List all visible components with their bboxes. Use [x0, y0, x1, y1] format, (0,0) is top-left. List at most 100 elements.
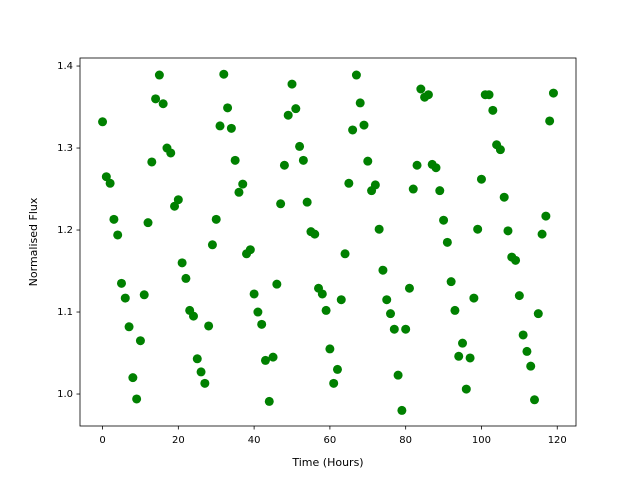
y-tick-label: 1.0 — [57, 389, 73, 400]
point — [177, 258, 187, 268]
point — [461, 384, 471, 394]
point — [207, 240, 217, 250]
point — [548, 88, 558, 98]
point — [223, 103, 233, 113]
point — [279, 160, 289, 170]
x-axis-label: Time (Hours) — [291, 456, 363, 469]
point — [503, 226, 513, 236]
point — [363, 156, 373, 166]
point — [135, 336, 145, 346]
point — [348, 125, 358, 135]
x-tick-label: 0 — [99, 435, 105, 446]
point — [325, 344, 335, 354]
point — [181, 273, 191, 283]
point — [439, 215, 449, 225]
point — [158, 99, 168, 109]
point — [541, 211, 551, 221]
y-tick-label: 1.1 — [57, 307, 73, 318]
point — [386, 309, 396, 319]
point — [310, 229, 320, 239]
point — [302, 197, 312, 207]
point — [537, 229, 547, 239]
x-tick-label: 80 — [399, 435, 412, 446]
point — [412, 160, 422, 170]
y-tick-label: 1.4 — [57, 61, 73, 72]
point — [393, 370, 403, 380]
point — [264, 396, 274, 406]
point — [344, 178, 354, 188]
point — [522, 346, 532, 356]
point — [204, 321, 214, 331]
point — [283, 110, 293, 120]
point — [488, 105, 498, 115]
point — [473, 224, 483, 234]
point — [416, 84, 426, 94]
point — [401, 324, 411, 334]
point — [329, 378, 339, 388]
point — [442, 237, 452, 247]
point — [484, 90, 494, 100]
point — [397, 405, 407, 415]
point — [219, 69, 229, 79]
point — [230, 155, 240, 165]
y-tick-label: 1.3 — [57, 143, 73, 154]
point — [408, 184, 418, 194]
y-axis-label: Normalised Flux — [27, 197, 40, 286]
point — [511, 255, 521, 265]
point — [268, 352, 278, 362]
point — [116, 278, 126, 288]
point — [101, 172, 111, 182]
point — [431, 163, 441, 173]
point — [370, 180, 380, 190]
point — [351, 70, 361, 80]
point — [469, 293, 479, 303]
point — [545, 116, 555, 126]
point — [533, 309, 543, 319]
point — [132, 394, 142, 404]
point — [276, 199, 286, 209]
point — [378, 265, 388, 275]
point — [143, 218, 153, 228]
point — [215, 121, 225, 131]
point — [295, 141, 305, 151]
point — [374, 224, 384, 234]
point — [287, 79, 297, 89]
x-tick-label: 40 — [248, 435, 261, 446]
point — [234, 187, 244, 197]
point — [124, 322, 134, 332]
x-tick-label: 100 — [472, 435, 491, 446]
point — [321, 305, 331, 315]
point — [139, 290, 149, 300]
point — [113, 230, 123, 240]
point — [109, 214, 119, 224]
point — [340, 249, 350, 259]
point — [200, 378, 210, 388]
point — [499, 192, 509, 202]
point — [298, 155, 308, 165]
point — [170, 201, 180, 211]
point — [389, 324, 399, 334]
point — [514, 291, 524, 301]
point — [257, 319, 267, 329]
point — [495, 145, 505, 155]
point — [120, 293, 130, 303]
point — [260, 355, 270, 365]
point — [530, 395, 540, 405]
point — [245, 245, 255, 255]
point — [526, 361, 536, 371]
point — [166, 148, 176, 158]
point — [238, 179, 248, 189]
point — [382, 295, 392, 305]
point — [446, 277, 456, 287]
point — [192, 354, 202, 364]
point — [359, 120, 369, 130]
point — [188, 311, 198, 321]
point — [355, 98, 365, 108]
point — [454, 351, 464, 361]
point — [450, 305, 460, 315]
point — [173, 195, 183, 205]
point — [154, 70, 164, 80]
point — [249, 289, 259, 299]
